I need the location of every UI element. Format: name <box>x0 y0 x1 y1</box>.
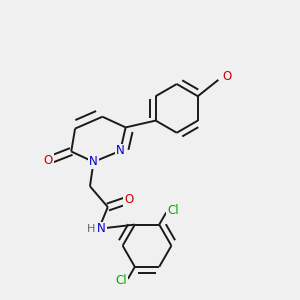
Text: N: N <box>116 144 125 158</box>
Text: O: O <box>44 154 53 167</box>
Text: Cl: Cl <box>116 274 127 287</box>
Text: H: H <box>87 224 95 234</box>
Text: O: O <box>124 194 133 206</box>
Text: O: O <box>222 70 231 83</box>
Text: Cl: Cl <box>167 204 178 217</box>
Text: N: N <box>97 222 106 235</box>
Text: N: N <box>89 155 98 168</box>
